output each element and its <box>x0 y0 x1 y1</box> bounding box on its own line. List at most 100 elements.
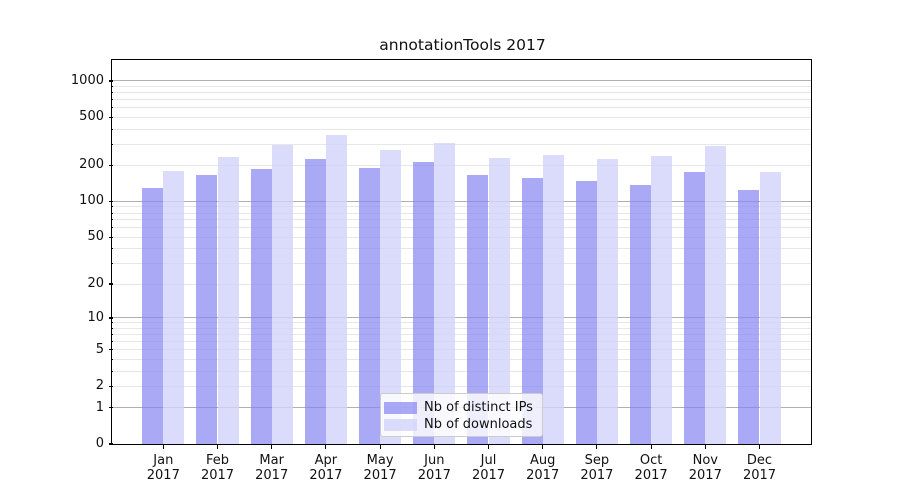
gridline-minor-30 <box>113 263 812 265</box>
y-minortick-3 <box>110 370 113 372</box>
x-label-month-Jul: Jul <box>480 453 497 468</box>
y-tick-1000 <box>108 80 113 82</box>
gridline-major-1000 <box>113 80 812 82</box>
bar-downloads-Jun <box>434 143 456 444</box>
y-tick-50 <box>108 236 113 238</box>
bar-ips-Nov <box>684 171 706 444</box>
gridline-minor-6 <box>113 341 812 343</box>
x-tick-label-May: May 2017 <box>348 453 412 483</box>
y-tick-label-100: 100 <box>79 193 104 209</box>
gridline-minor-20 <box>113 283 812 285</box>
y-minortick-400 <box>110 128 113 130</box>
x-label-month-Oct: Oct <box>639 453 663 468</box>
y-minortick-7 <box>110 334 113 336</box>
y-tick-label-200: 200 <box>79 157 104 173</box>
x-tick-label-Oct: Oct 2017 <box>619 453 683 483</box>
y-minortick-900 <box>110 85 113 87</box>
x-label-year-Jul: 2017 <box>471 468 506 483</box>
gridline-minor-40 <box>113 248 812 250</box>
x-label-month-Feb: Feb <box>205 453 230 468</box>
bar-downloads-Sep <box>596 158 619 444</box>
y-tick-label-2: 2 <box>95 378 104 394</box>
bar-downloads-Jan <box>163 170 185 444</box>
y-tick-label-1: 1 <box>95 399 104 415</box>
x-tick-label-Feb: Feb 2017 <box>186 453 250 483</box>
y-minortick-8 <box>110 328 113 330</box>
y-tick-2 <box>108 385 113 387</box>
y-tick-100 <box>108 200 113 203</box>
bar-ips-Aug <box>521 177 543 444</box>
gridline-minor-4 <box>113 358 812 360</box>
y-tick-label-10: 10 <box>87 309 104 325</box>
gridline-minor-800 <box>113 92 812 94</box>
x-label-year-Apr: 2017 <box>309 468 343 483</box>
x-label-year-Aug: 2017 <box>526 468 560 483</box>
bar-downloads-Apr <box>325 134 348 444</box>
x-tick-Sep <box>596 444 598 449</box>
bar-ips-Mar <box>250 168 272 444</box>
y-minortick-30 <box>110 263 113 265</box>
x-tick-label-Sep: Sep 2017 <box>565 453 629 483</box>
gridline-minor-3 <box>113 370 812 372</box>
bar-ips-Feb <box>196 175 218 444</box>
y-minortick-60 <box>110 227 113 229</box>
bar-ips-May <box>358 167 381 444</box>
bar-ips-Apr <box>304 159 326 444</box>
y-minortick-700 <box>110 99 113 101</box>
gridline-minor-50 <box>113 236 812 238</box>
x-tick-Jan <box>162 444 164 449</box>
x-tick-Mar <box>271 444 273 449</box>
x-label-month-Aug: Aug <box>529 453 556 468</box>
gridline-minor-700 <box>113 99 812 101</box>
x-tick-label-Jun: Jun 2017 <box>402 453 466 483</box>
x-label-year-Nov: 2017 <box>688 468 722 483</box>
gridline-minor-200 <box>113 164 812 166</box>
x-label-year-Dec: 2017 <box>742 468 777 483</box>
bar-downloads-Dec <box>759 172 781 444</box>
x-label-year-Oct: 2017 <box>634 468 668 483</box>
bar-downloads-Oct <box>651 155 673 444</box>
x-label-month-Nov: Nov <box>692 453 718 468</box>
legend-swatch-downloads <box>384 418 417 431</box>
bar-ips-Oct <box>629 184 652 444</box>
bar-downloads-Mar <box>271 144 293 444</box>
y-minortick-6 <box>110 341 113 343</box>
y-tick-200 <box>108 164 113 166</box>
y-tick-label-0: 0 <box>95 436 104 451</box>
x-label-month-May: May <box>366 453 394 468</box>
bar-ips-Jul <box>467 175 489 444</box>
bar-downloads-Aug <box>542 155 564 444</box>
bar-ips-Jun <box>413 161 435 444</box>
x-tick-Dec <box>758 444 761 449</box>
x-tick-Jul <box>487 444 490 449</box>
y-tick-0 <box>108 443 113 445</box>
y-minortick-9 <box>110 322 113 324</box>
x-tick-label-Jan: Jan 2017 <box>131 453 195 483</box>
gridline-minor-90 <box>113 206 812 208</box>
x-label-month-Jan: Jan <box>153 453 174 468</box>
x-tick-Aug <box>542 444 544 449</box>
gridline-minor-2 <box>113 385 812 387</box>
x-label-year-Jun: 2017 <box>417 468 451 483</box>
gridline-minor-8 <box>113 328 812 330</box>
legend-item-distinct-ips: Nb of distinct IPs <box>381 399 542 416</box>
x-label-month-Mar: Mar <box>259 453 284 468</box>
x-tick-Oct <box>650 444 652 449</box>
gridline-major-100 <box>113 200 812 202</box>
x-label-month-Jun: Jun <box>424 453 445 468</box>
chart-title: annotationTools 2017 <box>379 36 546 54</box>
x-tick-label-Apr: Apr 2017 <box>294 453 358 483</box>
gridline-minor-900 <box>113 85 812 87</box>
x-tick-label-Nov: Nov 2017 <box>673 453 737 483</box>
x-label-year-Sep: 2017 <box>580 468 614 483</box>
y-minortick-90 <box>110 206 113 208</box>
legend-label-downloads: Nb of downloads <box>424 417 533 432</box>
x-label-year-May: 2017 <box>363 468 397 483</box>
gridline-major-10 <box>113 317 812 319</box>
gridline-minor-400 <box>113 128 812 130</box>
bar-ips-Dec <box>738 190 760 444</box>
x-label-year-Jan: 2017 <box>146 468 180 483</box>
x-tick-May <box>379 444 381 449</box>
x-tick-Nov <box>704 444 706 449</box>
